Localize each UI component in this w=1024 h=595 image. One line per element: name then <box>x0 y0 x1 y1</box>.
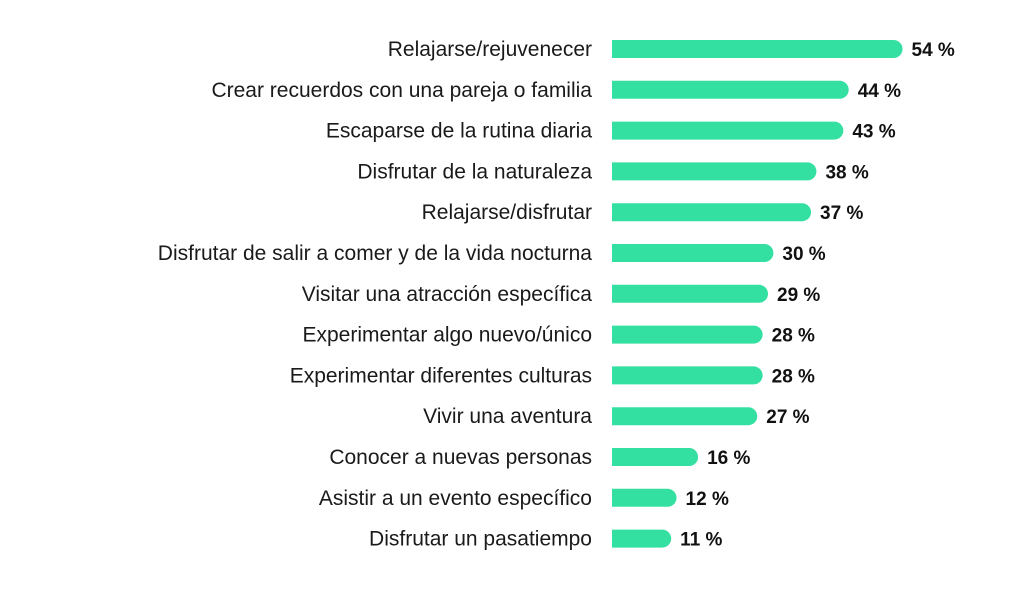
bar <box>612 121 844 140</box>
category-label: Relajarse/disfrutar <box>422 201 592 224</box>
bar <box>612 366 763 385</box>
category-label: Crear recuerdos con una pareja o familia <box>211 79 592 102</box>
value-label: 38 % <box>825 162 868 183</box>
category-label: Visitar una atracción específica <box>302 283 593 306</box>
value-label: 37 % <box>820 203 863 224</box>
category-label: Relajarse/rejuvenecer <box>388 38 592 61</box>
bar <box>612 162 817 181</box>
category-labels: Relajarse/rejuvenecer Crear recuerdos con… <box>158 38 593 551</box>
value-label: 43 % <box>852 122 895 143</box>
category-label: Disfrutar un pasatiempo <box>369 528 592 551</box>
bar <box>612 407 758 426</box>
value-label: 44 % <box>858 81 901 102</box>
value-label: 29 % <box>777 285 820 306</box>
value-label: 54 % <box>912 40 955 61</box>
category-label: Experimentar diferentes culturas <box>290 364 592 387</box>
value-label: 28 % <box>772 366 815 387</box>
value-label: 30 % <box>782 244 825 265</box>
category-label: Disfrutar de la naturaleza <box>357 160 592 183</box>
bars <box>612 40 903 548</box>
value-label: 12 % <box>686 489 729 510</box>
category-label: Disfrutar de salir a comer y de la vida … <box>158 242 593 265</box>
category-label: Asistir a un evento específico <box>319 487 592 510</box>
value-label: 11 % <box>680 530 722 551</box>
value-label: 28 % <box>772 326 815 347</box>
bar <box>612 448 699 466</box>
category-label: Experimentar algo nuevo/único <box>302 324 592 347</box>
bar <box>612 244 774 262</box>
bar <box>612 40 903 58</box>
bar <box>612 325 763 344</box>
category-label: Conocer a nuevas personas <box>329 446 592 469</box>
bar <box>612 284 769 303</box>
category-label: Vivir una aventura <box>423 405 592 428</box>
value-label: 27 % <box>766 407 809 428</box>
bar <box>612 203 812 222</box>
bar <box>612 80 849 99</box>
value-label: 16 % <box>707 448 750 469</box>
category-label: Escaparse de la rutina diaria <box>326 120 592 143</box>
bar <box>612 529 672 548</box>
bar <box>612 488 677 507</box>
value-labels: 54 % 44 % 43 % 38 % 37 % 30 % 29 % 28 % 28 % 27 %… <box>680 40 955 551</box>
